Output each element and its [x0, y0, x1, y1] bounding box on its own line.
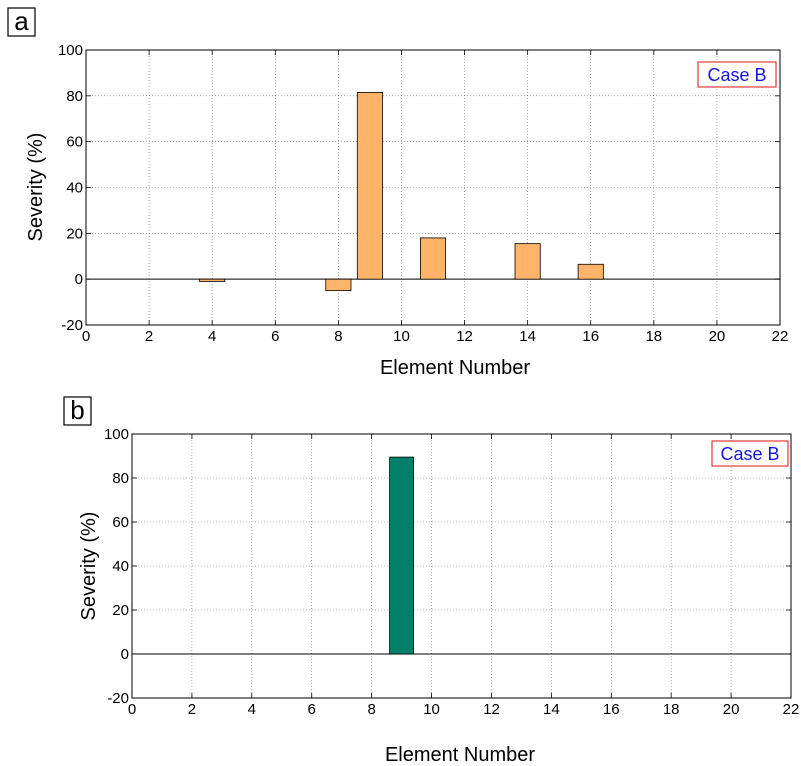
plot-area — [86, 50, 780, 325]
x-tick-label: 4 — [208, 328, 216, 345]
chart-panel-b: 0 2 4 6 8 10 12 14 16 18 20 22-20020406080100Elemen… — [63, 395, 800, 766]
bar-element-16 — [577, 263, 604, 280]
legend-box — [697, 61, 777, 88]
legend-box — [711, 440, 789, 467]
panel-label: b — [70, 395, 84, 425]
bar-element-9 — [356, 91, 383, 280]
x-tick-label: 6 — [271, 328, 279, 345]
x-tick-label: 12 — [483, 701, 500, 718]
panel-label: a — [14, 6, 29, 36]
y-axis-title: Severity (%) — [25, 133, 47, 242]
panel-label-box — [63, 396, 92, 426]
x-tick-label: 20 — [709, 328, 726, 345]
bar-element-14 — [514, 243, 541, 280]
y-tick-label: -20 — [107, 690, 129, 707]
x-tick-label: 8 — [367, 701, 375, 718]
x-tick-label: 12 — [456, 328, 473, 345]
x-tick-label: 6 — [308, 701, 316, 718]
x-tick-label: 2 — [145, 328, 153, 345]
x-tick-label: 0 — [128, 701, 136, 718]
x-tick-label: 18 — [663, 701, 680, 718]
x-tick-label: 20 — [723, 701, 740, 718]
x-tick-label: 16 — [603, 701, 620, 718]
y-tick-label: 100 — [58, 42, 83, 59]
bar-element-4 — [199, 278, 226, 282]
bar-element-9 — [389, 456, 414, 655]
y-tick-label: 100 — [104, 426, 129, 443]
bar-element-11 — [419, 237, 447, 280]
y-tick-label: 60 — [66, 134, 83, 151]
y-tick-label: 80 — [66, 88, 83, 105]
legend-label: Case B — [707, 65, 766, 85]
y-tick-label: 60 — [112, 514, 129, 531]
y-axis-title: Severity (%) — [78, 512, 100, 621]
x-tick-label: 2 — [188, 701, 196, 718]
x-tick-label: 0 — [82, 328, 90, 345]
x-tick-label: 16 — [582, 328, 599, 345]
x-tick-label: 10 — [423, 701, 440, 718]
y-tick-label: 40 — [112, 558, 129, 575]
x-tick-label: 22 — [772, 328, 789, 345]
y-tick-label: -20 — [61, 317, 83, 334]
plot-area — [132, 434, 791, 698]
x-tick-label: 22 — [783, 701, 800, 718]
x-axis-title: Element Number — [380, 357, 530, 379]
y-tick-label: 0 — [121, 646, 129, 663]
bar-element-8 — [325, 278, 352, 292]
legend-label: Case B — [720, 444, 779, 464]
y-tick-label: 40 — [66, 180, 83, 197]
x-axis-title: Element Number — [385, 744, 535, 766]
y-tick-label: 20 — [66, 225, 83, 242]
x-tick-label: 14 — [519, 328, 536, 345]
chart-panel-a: 0 2 4 6 8 10 12 14 16 18 20 22-20020406080100Elemen… — [7, 6, 789, 379]
panel-label-box — [7, 7, 36, 37]
x-tick-label: 10 — [393, 328, 410, 345]
x-tick-label: 18 — [645, 328, 662, 345]
y-tick-label: 80 — [112, 470, 129, 487]
x-tick-label: 14 — [543, 701, 560, 718]
x-tick-label: 4 — [248, 701, 256, 718]
y-tick-label: 0 — [75, 271, 83, 288]
y-tick-label: 20 — [112, 602, 129, 619]
x-tick-label: 8 — [334, 328, 342, 345]
